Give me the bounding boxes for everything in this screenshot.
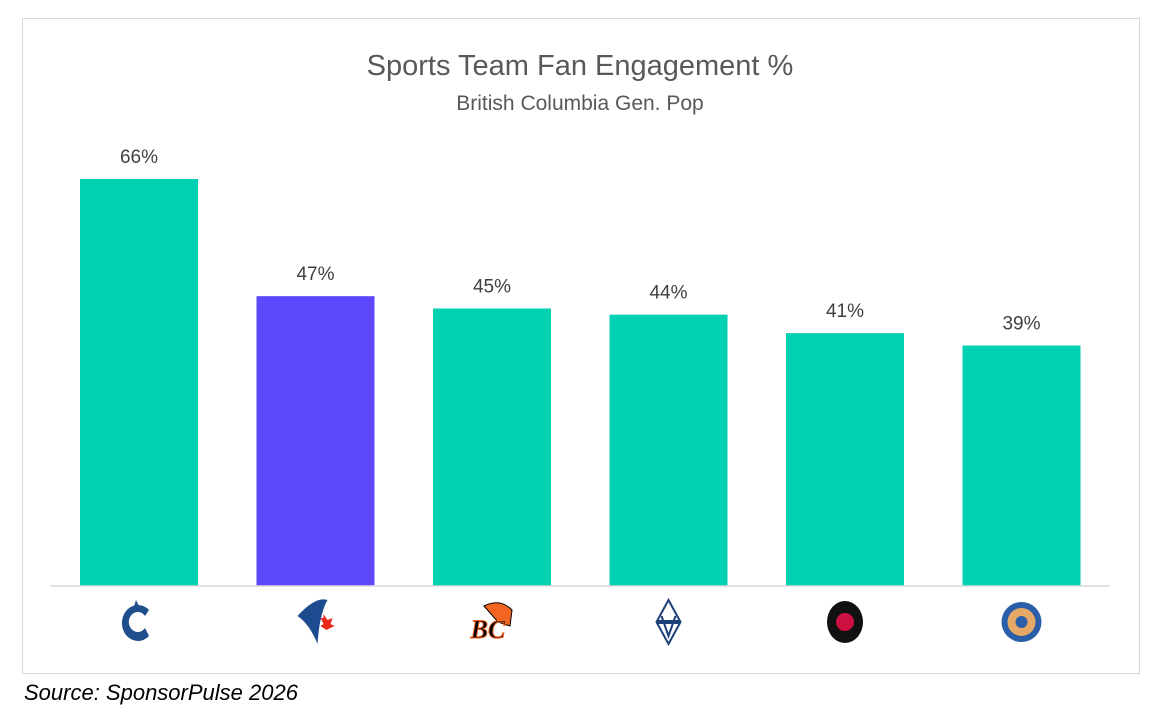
bar xyxy=(609,314,728,586)
canucks-logo-icon xyxy=(121,600,149,642)
data-label: 39% xyxy=(1002,314,1040,335)
bar xyxy=(80,179,198,586)
chart-title: Sports Team Fan Engagement % xyxy=(366,50,794,82)
goldeneyes-logo-icon xyxy=(1001,602,1042,642)
data-label: 66% xyxy=(120,147,158,168)
whitecaps-fc-logo-icon xyxy=(655,597,682,647)
chart-subtitle: British Columbia Gen. Pop xyxy=(456,92,704,115)
data-label: 47% xyxy=(296,264,334,285)
chart-frame xyxy=(22,18,1140,674)
data-label: 44% xyxy=(649,283,687,304)
bar xyxy=(962,345,1081,586)
raptors-logo-icon xyxy=(827,601,863,643)
data-label: 45% xyxy=(473,277,511,298)
bar xyxy=(786,333,904,586)
bc-lions-logo-icon: BC xyxy=(469,602,513,645)
svg-text:BC: BC xyxy=(470,615,506,644)
bar xyxy=(433,308,551,586)
data-label: 41% xyxy=(826,301,864,322)
source-note: Source: SponsorPulse 2026 xyxy=(24,680,298,705)
bar xyxy=(256,296,375,586)
blue-jays-logo-icon xyxy=(297,599,335,644)
